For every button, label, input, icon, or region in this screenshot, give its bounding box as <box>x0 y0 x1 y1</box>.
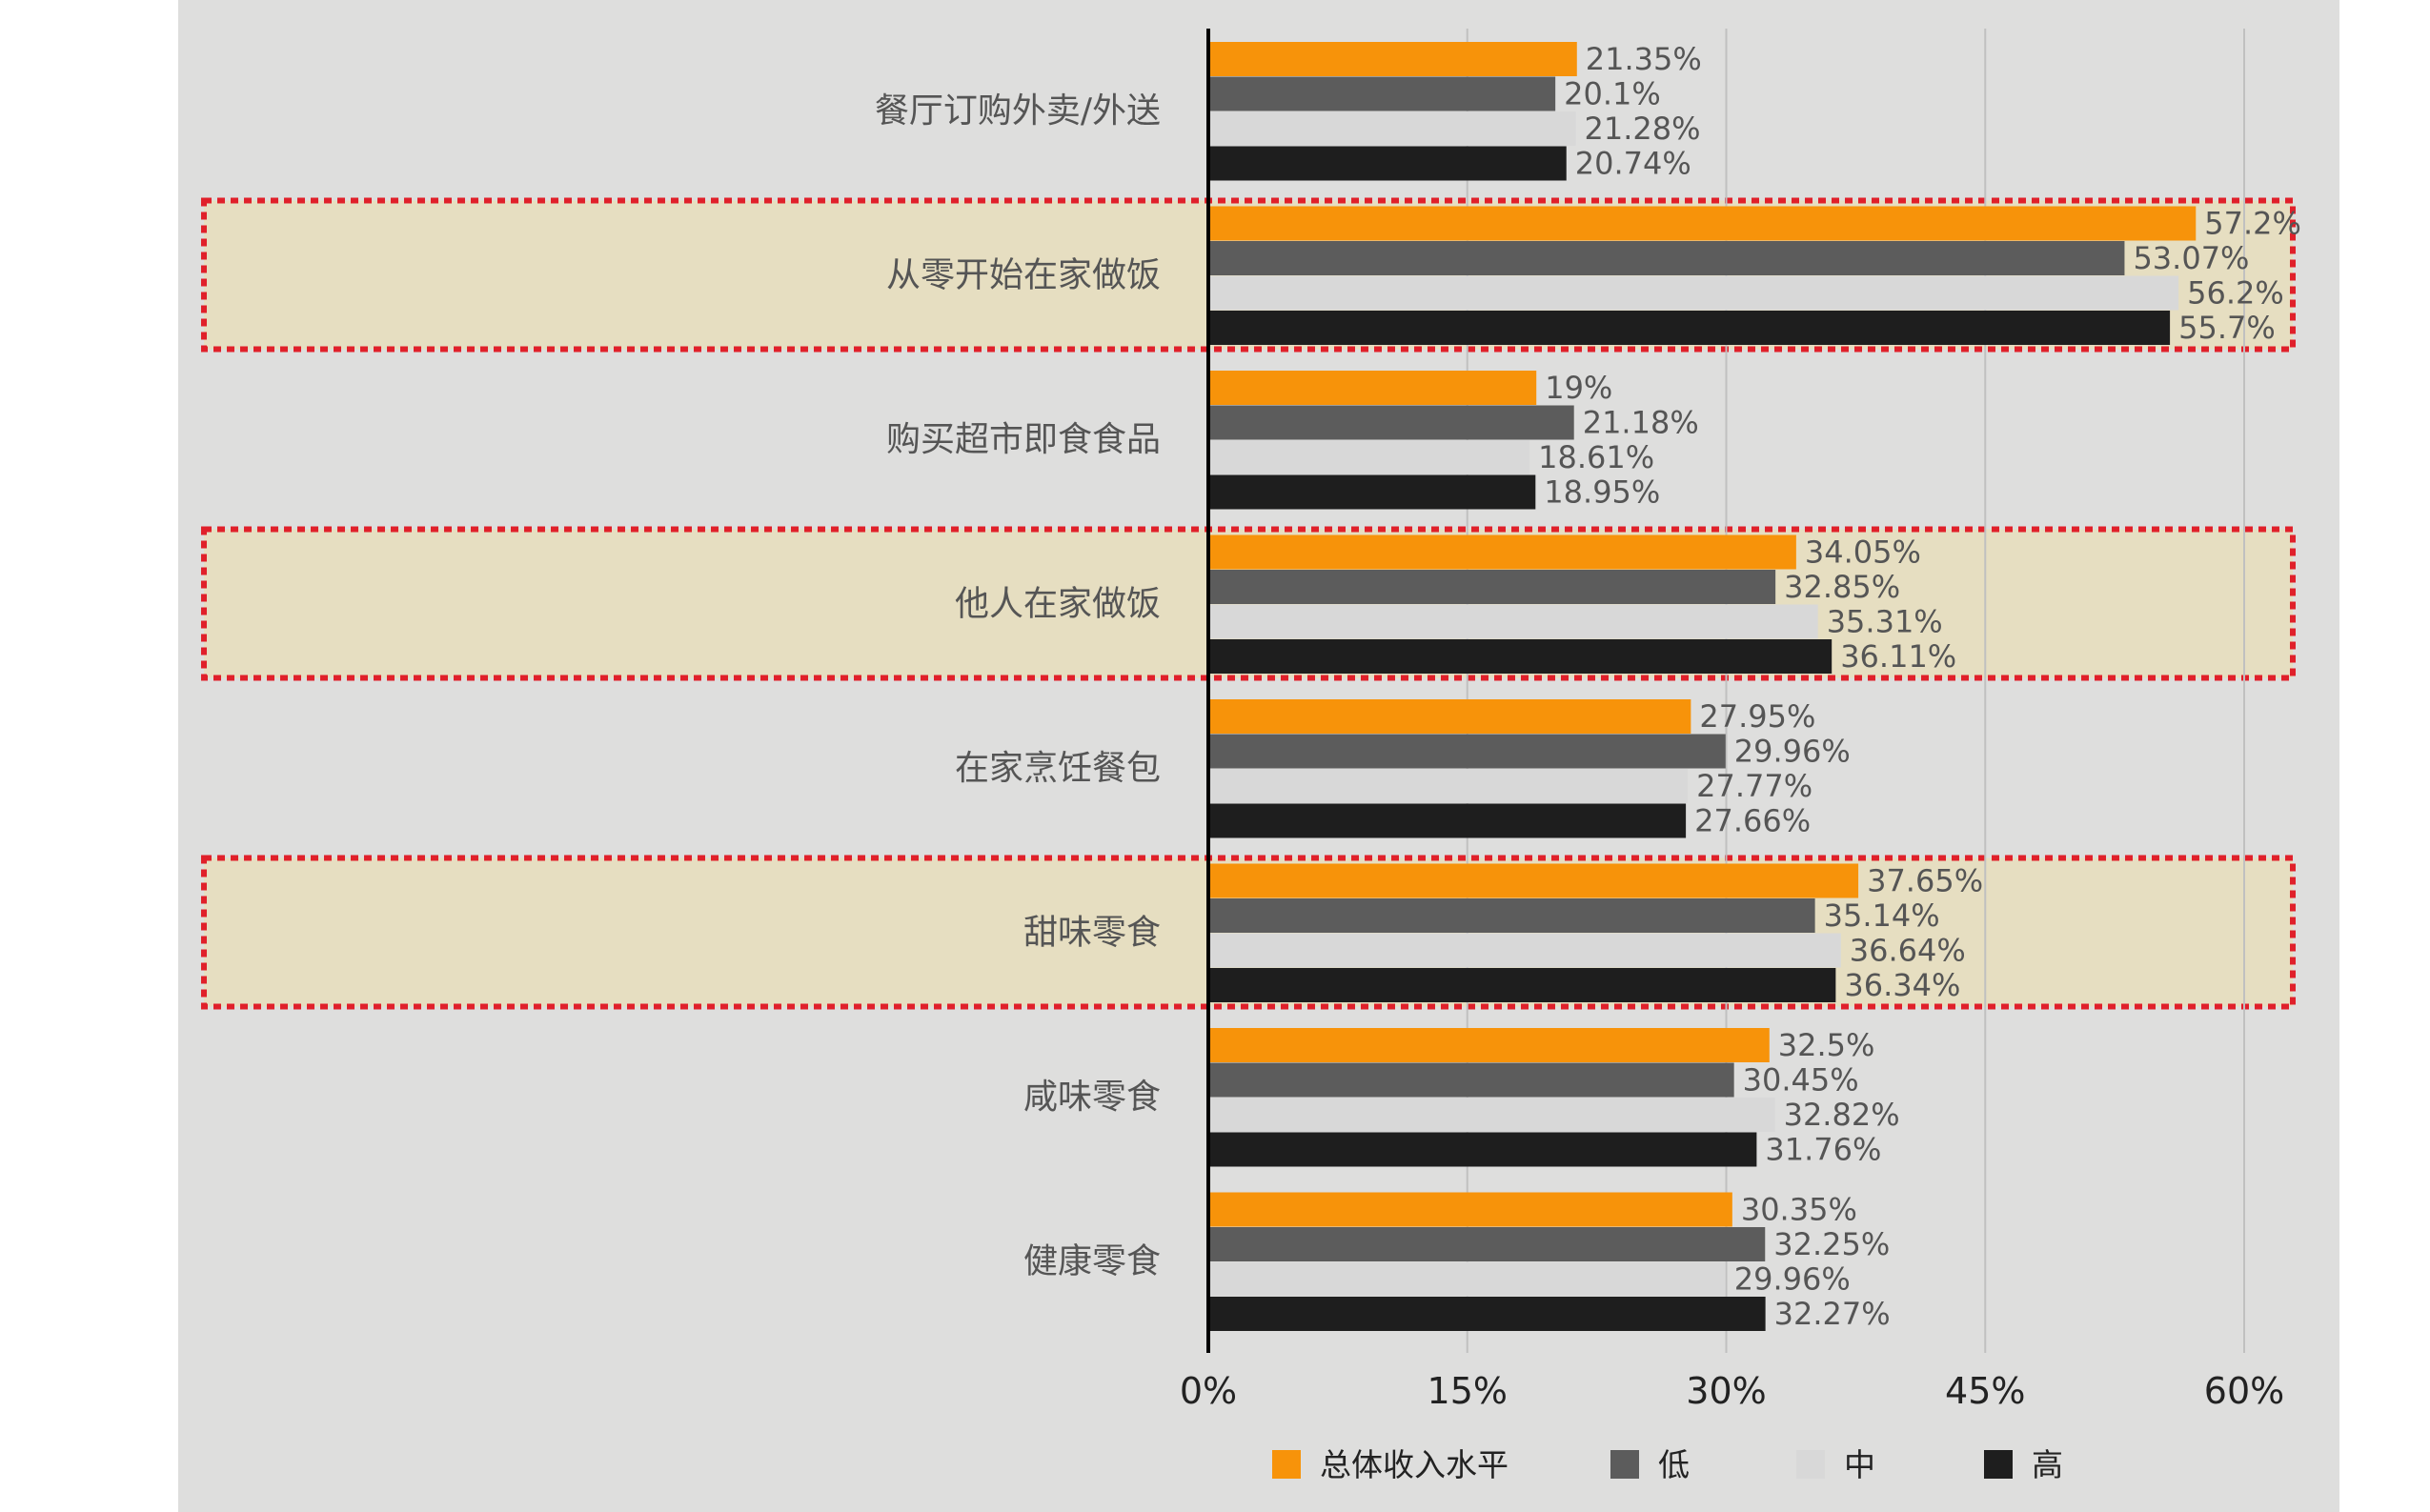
bar-value-label: 21.18% <box>1583 405 1699 441</box>
bar-value-label: 19% <box>1545 370 1612 406</box>
bar-value-label: 35.14% <box>1824 897 1940 934</box>
bar-value-label: 37.65% <box>1867 863 1983 899</box>
bar-value-label: 57.2% <box>2204 206 2301 242</box>
bar <box>1208 639 1833 674</box>
bar <box>1208 699 1691 734</box>
bar-value-label: 30.45% <box>1743 1062 1859 1099</box>
bar-value-label: 27.66% <box>1694 803 1811 839</box>
bar <box>1208 146 1567 181</box>
bar <box>1208 76 1556 111</box>
bar <box>1208 1192 1732 1227</box>
bar <box>1208 604 1818 639</box>
category-label: 从零开始在家做饭 <box>886 256 1161 295</box>
bar <box>1208 898 1815 933</box>
x-tick-label: 45% <box>1945 1370 2025 1412</box>
legend-label: 总体收入水平 <box>1320 1446 1509 1483</box>
bar <box>1208 1132 1757 1167</box>
legend-label: 低 <box>1658 1446 1690 1483</box>
bar-value-label: 31.76% <box>1765 1132 1881 1168</box>
legend-label: 高 <box>2032 1446 2063 1483</box>
bar <box>1208 863 1859 898</box>
bar-value-label: 32.5% <box>1778 1027 1875 1063</box>
x-tick-label: 60% <box>2204 1370 2284 1412</box>
category-label: 咸味零食 <box>1023 1078 1161 1117</box>
bar-value-label: 21.28% <box>1585 111 1701 147</box>
bar-value-label: 29.96% <box>1734 1261 1851 1298</box>
bar <box>1208 405 1574 440</box>
bar-value-label: 32.82% <box>1784 1097 1900 1133</box>
bar <box>1208 1227 1766 1261</box>
legend-swatch <box>1796 1450 1825 1479</box>
bar-value-label: 55.7% <box>2178 310 2276 346</box>
bar-value-label: 21.35% <box>1586 41 1702 77</box>
x-tick-label: 15% <box>1428 1370 1508 1412</box>
bar-value-label: 35.31% <box>1827 604 1943 640</box>
category-label: 甜味零食 <box>1023 914 1161 953</box>
bar <box>1208 1297 1766 1331</box>
bar <box>1208 111 1576 146</box>
category-label: 他人在家做饭 <box>955 585 1161 624</box>
bar-value-label: 20.74% <box>1575 146 1691 182</box>
bar-value-label: 32.27% <box>1774 1296 1891 1332</box>
bar <box>1208 206 2197 241</box>
legend-label: 中 <box>1844 1446 1875 1483</box>
bar <box>1208 968 1836 1002</box>
bar <box>1208 275 2179 311</box>
bar-value-label: 30.35% <box>1741 1192 1857 1228</box>
bar-value-label: 36.34% <box>1844 967 1960 1003</box>
bar-value-label: 56.2% <box>2187 275 2284 312</box>
bar-value-label: 18.95% <box>1544 474 1660 511</box>
legend-swatch <box>1272 1450 1301 1479</box>
category-label: 在家烹饪餐包 <box>955 749 1161 788</box>
bar-value-label: 32.25% <box>1773 1226 1890 1262</box>
bar <box>1208 440 1530 474</box>
bar <box>1208 1062 1734 1098</box>
legend-swatch <box>1984 1450 2013 1479</box>
bar <box>1208 803 1687 838</box>
bar <box>1208 42 1577 76</box>
category-label: 购买超市即食食品 <box>886 420 1161 459</box>
bar <box>1208 734 1726 769</box>
x-tick-label: 30% <box>1686 1370 1766 1412</box>
bar <box>1208 570 1776 604</box>
category-label: 健康零食 <box>1023 1242 1161 1281</box>
bar-value-label: 34.05% <box>1805 534 1921 571</box>
bar-value-label: 20.1% <box>1564 76 1661 112</box>
bar <box>1208 933 1841 968</box>
bar-value-label: 36.64% <box>1850 933 1966 969</box>
bar <box>1208 311 2171 345</box>
bar-value-label: 27.95% <box>1699 698 1815 735</box>
bar <box>1208 241 2125 275</box>
bar-value-label: 32.85% <box>1784 569 1900 605</box>
bar-value-label: 36.11% <box>1840 638 1956 675</box>
bar <box>1208 534 1796 570</box>
bar <box>1208 474 1536 510</box>
bar <box>1208 1028 1770 1062</box>
category-label: 餐厅订购外卖/外送 <box>875 91 1161 131</box>
x-tick-label: 0% <box>1180 1370 1237 1412</box>
bar-value-label: 29.96% <box>1734 734 1851 770</box>
bar-value-label: 18.61% <box>1538 439 1654 475</box>
bar-value-label: 27.77% <box>1696 768 1812 804</box>
bar <box>1208 371 1537 405</box>
bar <box>1208 1261 1726 1297</box>
legend-swatch <box>1610 1450 1639 1479</box>
bar <box>1208 769 1689 803</box>
bar <box>1208 1098 1775 1132</box>
bar-value-label: 53.07% <box>2133 240 2249 276</box>
